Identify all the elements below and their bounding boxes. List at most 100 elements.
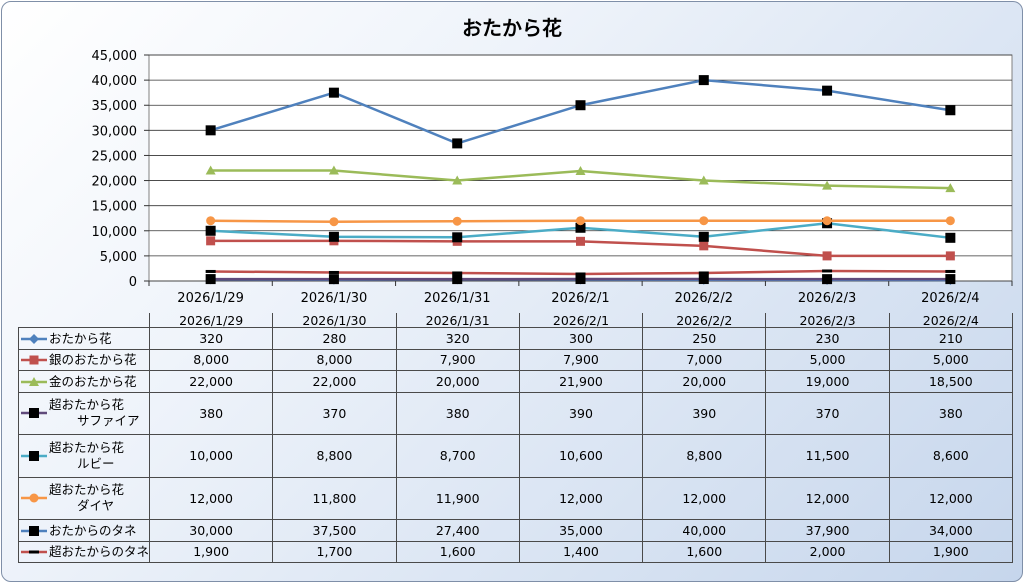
table-row: 超おたから花 サファイア 380 370 380 390 390 370 380 (18, 391, 1013, 435)
series-label: 超おたから花 ルビー (49, 440, 124, 472)
data-point (29, 525, 39, 536)
data-point (29, 376, 39, 386)
series-3 (205, 165, 956, 193)
y-tick-label: 35,000 (92, 99, 138, 114)
y-tick-label: 10,000 (92, 225, 138, 240)
data-point (945, 274, 956, 285)
data-point (575, 222, 586, 233)
x-tick-label: 2026/2/4 (921, 291, 979, 306)
data-point (452, 175, 463, 185)
table-cell: 12,000 (765, 476, 890, 520)
table-row: 超おたから花 ダイヤ 12,000 11,800 11,900 12,000 12,000 1… (18, 476, 1013, 520)
series-4 (205, 274, 956, 285)
table-cell: 1,700 (272, 540, 397, 563)
y-tick-label: 5,000 (100, 250, 137, 265)
data-point (822, 216, 832, 226)
y-tick-label: 20,000 (92, 175, 138, 190)
table-cell: 280 (272, 327, 397, 350)
series-label-line: 銀のおたから花 (49, 352, 137, 367)
table-cell: 5,000 (888, 348, 1013, 371)
data-point (206, 236, 216, 246)
data-point (699, 241, 709, 251)
data-point (699, 216, 709, 226)
table-corner (18, 313, 150, 328)
table-cell: 19,000 (765, 370, 890, 393)
data-point (452, 274, 463, 285)
table-cell: 8,000 (272, 348, 397, 371)
data-point (698, 175, 709, 185)
table-cell: 21,900 (518, 370, 644, 393)
series-label: 金のおたから花 (49, 374, 137, 390)
series-label: 超おたからのタネ (49, 544, 149, 560)
table-cell: 37,900 (765, 519, 890, 542)
table-cell: 10,000 (148, 434, 274, 478)
data-point (576, 236, 585, 246)
series-label-cell: おたから花 (18, 327, 150, 350)
table-row: 超おたからのタネ 1,900 1,700 1,600 1,400 1,600 2,000 1,… (18, 540, 1013, 563)
data-point (945, 232, 956, 243)
data-point (698, 271, 709, 275)
table-header-cell: 2026/2/4 (888, 313, 1013, 328)
table-row: 金のおたから花 22,000 22,000 20,000 21,900 20,000 19,… (18, 370, 1013, 393)
table-cell: 8,700 (395, 434, 520, 478)
table-cell: 8,800 (272, 434, 397, 478)
table-cell: 35,000 (518, 519, 644, 542)
data-point (205, 125, 216, 136)
y-tick-label: 45,000 (92, 49, 138, 64)
table-cell: 11,800 (272, 476, 397, 520)
data-point (698, 274, 709, 285)
table-cell: 11,500 (765, 434, 890, 478)
legend-key-icon (21, 525, 47, 536)
table-header-cell: 2026/1/30 (272, 313, 397, 328)
table-row: おたから花 320 280 320 300 250 230 210 (18, 327, 1013, 350)
data-point (29, 408, 39, 419)
table-cell: 34,000 (888, 519, 1013, 542)
data-point (329, 217, 339, 227)
table-cell: 7,900 (395, 348, 520, 371)
data-point (328, 274, 339, 285)
data-point (822, 85, 833, 96)
series-label-cell: 超おたからのタネ (18, 540, 150, 563)
data-point (822, 269, 833, 273)
data-table: 2026/1/29 2026/1/30 2026/1/31 2026/2/1 2026/… (18, 313, 1013, 563)
data-point (698, 231, 709, 242)
x-tick-label: 2026/2/1 (551, 291, 609, 306)
data-point (822, 180, 833, 190)
table-cell: 210 (888, 327, 1013, 350)
series-label: 銀のおたから花 (49, 352, 137, 368)
table-cell: 390 (642, 391, 767, 435)
table-row: 超おたから花 ルビー 10,000 8,800 8,700 10,600 8,800 11,5… (18, 434, 1013, 478)
table-cell: 230 (765, 327, 890, 350)
data-point (452, 216, 462, 226)
legend-key-icon (21, 493, 47, 503)
table-cell: 10,600 (518, 434, 644, 478)
series-label-line: サファイア (77, 413, 140, 429)
data-point (945, 216, 955, 226)
legend-key-icon (21, 355, 47, 365)
table-header-cell: 2026/1/31 (395, 313, 520, 328)
table-header-cell: 2026/2/3 (765, 313, 890, 328)
table-cell: 320 (148, 327, 274, 350)
table-cell: 300 (518, 327, 644, 350)
data-point (29, 450, 39, 461)
table-cell: 380 (395, 391, 520, 435)
table-cell: 12,000 (642, 476, 767, 520)
series-label: おたからのタネ (49, 523, 137, 539)
data-point (328, 165, 339, 175)
data-point (452, 232, 463, 243)
series-label-line: 超おたから花 (49, 439, 125, 455)
table-cell: 12,000 (888, 476, 1013, 520)
series-label-line: ルビー (77, 455, 115, 471)
series-label: 超おたから花 ダイヤ (49, 482, 124, 514)
table-cell: 320 (395, 327, 520, 350)
series-7 (205, 75, 956, 149)
table-cell: 22,000 (272, 370, 397, 393)
table-header-row: 2026/1/29 2026/1/30 2026/1/31 2026/2/1 2026/… (18, 313, 1013, 328)
y-tick-label: 30,000 (92, 124, 138, 139)
table-cell: 390 (518, 391, 644, 435)
table-cell: 37,500 (272, 519, 397, 542)
table-cell: 40,000 (642, 519, 767, 542)
data-point (29, 333, 39, 344)
series-label-line: ダイヤ (77, 498, 115, 514)
data-point (452, 271, 463, 275)
